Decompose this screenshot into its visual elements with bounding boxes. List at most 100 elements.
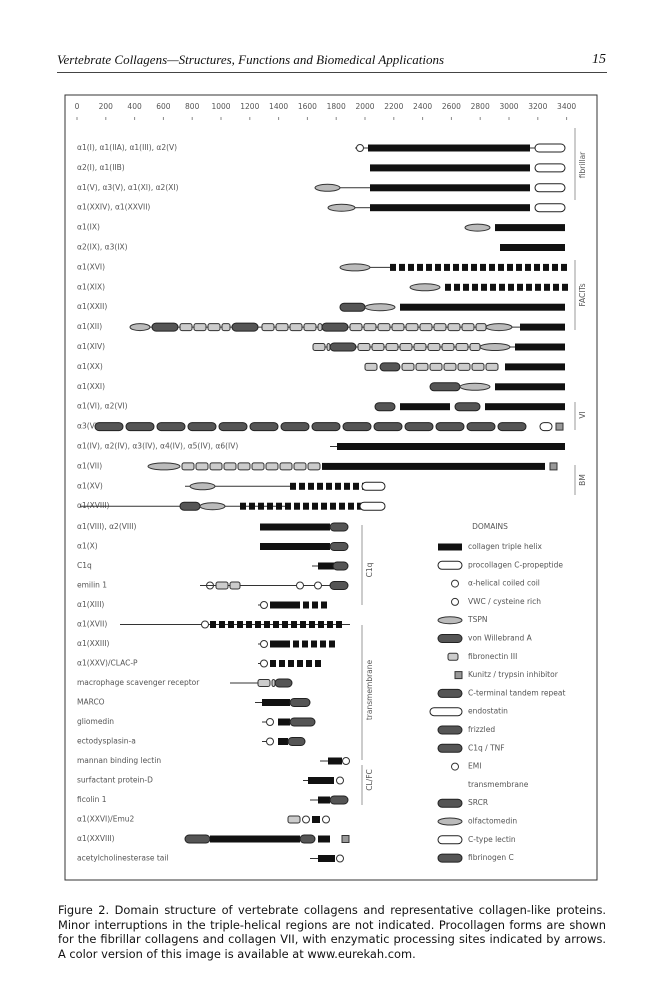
- fn3: [469, 343, 481, 351]
- fn3: [221, 323, 231, 332]
- helix-piece: [264, 621, 270, 628]
- helix-piece: [516, 263, 522, 271]
- helix-piece: [526, 283, 532, 291]
- vwc: [296, 581, 304, 590]
- triple-helix: [270, 640, 290, 648]
- helix-piece: [463, 283, 469, 291]
- vwa: [435, 422, 465, 432]
- helix-piece: [321, 601, 327, 609]
- vwa: [437, 725, 463, 735]
- vwc: [201, 620, 209, 629]
- fn3: [223, 462, 237, 471]
- legend-label: procollagen C-propeptide: [468, 560, 563, 569]
- vwa: [299, 834, 316, 844]
- protein-label: α1(VI), α2(VI): [77, 402, 128, 411]
- fn3: [237, 462, 251, 471]
- kunitz: [341, 835, 350, 843]
- legend-label: TSPN: [467, 615, 487, 624]
- protein-label: α3(VI): [77, 422, 100, 431]
- fn3: [349, 323, 363, 332]
- vwa: [437, 688, 463, 698]
- vwc: [451, 762, 459, 771]
- fn3: [385, 343, 399, 351]
- protein-label: α1(XXV)/CLAC-P: [77, 659, 138, 668]
- vwa: [329, 342, 357, 352]
- helix-piece: [426, 263, 432, 271]
- fn3: [279, 462, 293, 471]
- c-propeptide: [534, 203, 566, 213]
- triple-helix: [322, 462, 545, 470]
- legend-label: EMI: [468, 762, 481, 771]
- helix-piece: [255, 621, 261, 628]
- fn3: [179, 323, 193, 332]
- helix-piece: [353, 482, 359, 490]
- helix-piece: [302, 640, 308, 648]
- triple-helix: [520, 323, 565, 331]
- helix-piece: [321, 502, 327, 510]
- triple-helix: [515, 343, 565, 351]
- protein-label: ficolin 1: [77, 795, 107, 804]
- tspn: [327, 203, 356, 212]
- vwa: [218, 422, 248, 432]
- vwc: [336, 854, 344, 863]
- triple-helix: [370, 184, 530, 192]
- group-label: transmembrane: [365, 659, 374, 720]
- tspn: [364, 303, 396, 312]
- fn3: [287, 815, 301, 824]
- scale-label: 3400: [557, 102, 576, 111]
- triple-helix: [278, 738, 288, 745]
- helix-piece: [472, 283, 478, 291]
- helix-piece: [327, 621, 333, 628]
- fn3: [307, 462, 321, 471]
- vwa: [437, 798, 463, 808]
- protein-label: α1(XXI): [77, 382, 105, 391]
- triple-helix: [260, 543, 330, 550]
- scale-label: 1200: [240, 102, 259, 111]
- triple-helix: [260, 523, 330, 531]
- triple-helix: [270, 601, 300, 609]
- fn3: [317, 323, 323, 332]
- vwc: [322, 815, 330, 824]
- c-propeptide: [539, 422, 553, 432]
- protein-label: α1(IV), α2(IV), α3(IV), α4(IV), α5(IV), …: [77, 442, 238, 451]
- helix-piece: [303, 601, 309, 609]
- fn3: [391, 323, 405, 332]
- helix-piece: [489, 263, 495, 271]
- helix-piece: [288, 660, 294, 667]
- fn3: [377, 323, 391, 332]
- triple-helix: [495, 224, 565, 232]
- protein-label: C1q: [77, 561, 92, 570]
- helix-piece: [318, 621, 324, 628]
- protein-label: α1(VII): [77, 461, 102, 470]
- helix-piece: [282, 621, 288, 628]
- fn3: [257, 679, 271, 687]
- fn3: [289, 323, 303, 332]
- fn3: [485, 362, 499, 371]
- helix-piece: [300, 621, 306, 628]
- helix-piece: [481, 283, 487, 291]
- fn3: [405, 323, 419, 332]
- fn3: [207, 323, 221, 332]
- helix-piece: [454, 283, 460, 291]
- protein-label: α1(XXII): [77, 302, 107, 311]
- fn3: [195, 462, 209, 471]
- protein-label: α1(XVI): [77, 262, 105, 271]
- caption: Figure 2. Domain structure of vertebrate…: [58, 903, 606, 961]
- tspn: [479, 343, 511, 351]
- helix-piece: [480, 263, 486, 271]
- helix-piece: [315, 660, 321, 667]
- header-rule: [57, 72, 607, 73]
- scale-label: 800: [185, 102, 200, 111]
- c-propeptide: [534, 183, 566, 193]
- vwa: [329, 522, 349, 532]
- protein-label: α1(XXVIII): [77, 834, 115, 843]
- vwc: [342, 757, 350, 765]
- helix-piece: [279, 660, 285, 667]
- helix-piece: [290, 482, 296, 490]
- tspn: [147, 462, 181, 471]
- legend-label: Kunitz / trypsin inhibitor: [468, 670, 559, 679]
- helix-piece: [535, 283, 541, 291]
- triple-helix: [400, 403, 450, 411]
- vwc: [260, 640, 268, 648]
